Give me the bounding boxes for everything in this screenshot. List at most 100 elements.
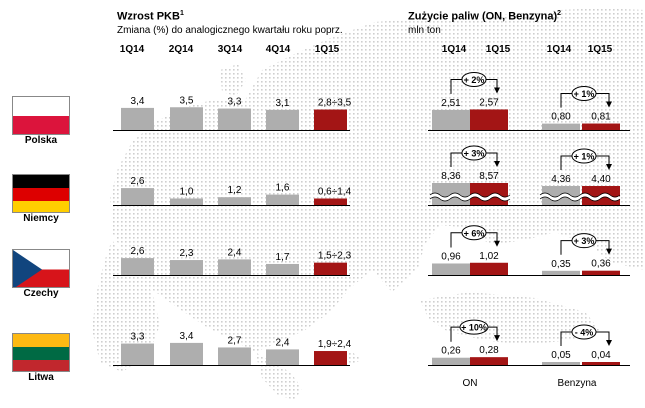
change-arrow-lithuania-benzyna [606,340,612,346]
fuel-label-lithuania-on-1q15: 0,28 [479,345,499,356]
change-arrow-czechia-on [494,240,500,247]
fuel-label-czechia-benzyna-1q15: 0,36 [591,259,611,270]
fuel-bar-czechia-on-1q14 [432,263,470,275]
change-bubble-lithuania-on [459,319,489,335]
country-label-germany: Niemcy [23,213,59,224]
gdp-title: Wzrost PKB1 [117,10,184,23]
fuel-bar-germany-on-1q15 [470,183,508,205]
change-bubble-germany-benzyna [571,148,597,164]
fuel-label-czechia-on-1q15: 1,02 [479,251,499,262]
axis-break-on [429,193,511,201]
change-text-germany-benzyna: + 1% [574,152,595,162]
gdp-label-poland-3q14: 3,3 [228,97,242,108]
change-bubble-poland-benzyna [571,86,597,102]
fuel-header-benzyna-1q15: 1Q15 [587,44,613,55]
flag-germany [12,174,70,213]
change-arrow-germany-on [494,161,500,167]
fuel-header-on-1q14: 1Q14 [441,44,467,55]
change-bubble-czechia-benzyna [571,233,597,249]
gdp-label-lithuania-1q14: 3,3 [131,332,145,343]
gdp-bar-germany-2q14 [170,198,203,205]
gdp-bar-poland-1q15 [314,109,347,130]
fuel-label-czechia-benzyna-1q14: 0,35 [551,259,571,270]
fuel-label-poland-on-1q15: 2,57 [479,97,499,108]
gdp-bar-germany-4q14 [266,194,299,205]
gdp-bar-lithuania-3q14 [218,347,251,365]
fuel-label-germany-on-1q15: 8,57 [479,171,499,182]
country-label-czechia: Czechy [23,288,59,299]
fuel-group-label-benzyna: Benzyna [557,378,597,389]
axis-break-line-benzyna [539,192,621,198]
gdp-label-poland-1q14: 3,4 [131,96,145,107]
fuel-label-poland-on-1q14: 2,51 [441,98,461,109]
gdp-label-germany-2q14: 1,0 [180,187,194,198]
gdp-bar-lithuania-1q14 [121,343,154,365]
gdp-label-czechia-4q14: 1,7 [276,252,290,263]
fuel-subtitle: mln ton [408,25,441,36]
gdp-bar-czechia-1q14 [121,258,154,275]
change-text-czechia-on: + 6% [464,228,485,238]
fuel-label-germany-on-1q14: 8,36 [441,171,461,182]
change-bubble-lithuania-benzyna [571,324,597,340]
change-arrow-poland-benzyna [606,101,612,108]
change-bubble-poland-on [461,71,487,87]
fuel-header-on-1q15: 1Q15 [485,44,511,55]
gdp-bar-poland-1q14 [121,107,154,130]
country-label-poland: Polska [24,135,58,146]
fuel-bar-poland-benzyna-1q15 [582,123,620,130]
axis-break-line2-on [429,196,511,202]
gdp-label-lithuania-2q14: 3,4 [180,331,194,342]
gdp-label-poland-4q14: 3,1 [276,98,290,109]
gdp-label-germany-1q14: 2,6 [131,176,145,187]
gdp-bar-germany-1q15 [314,198,347,205]
gdp-bar-czechia-4q14 [266,263,299,275]
fuel-bar-czechia-on-1q15 [470,262,508,275]
gdp-label-poland-1q15: 2,8÷3,5 [318,98,352,109]
change-text-poland-on: + 2% [464,75,485,85]
fuel-label-lithuania-on-1q14: 0,26 [441,346,461,357]
gdp-bar-poland-4q14 [266,109,299,130]
change-arrow-czechia-benzyna [606,248,612,255]
fuel-bar-czechia-benzyna-1q14 [542,270,580,275]
gdp-bar-poland-3q14 [218,108,251,130]
fuel-bar-lithuania-benzyna-1q14 [542,362,580,365]
fuel-header-benzyna-1q14: 1Q14 [546,44,572,55]
gdp-header-2q14: 2Q14 [168,44,194,55]
gdp-label-germany-3q14: 1,2 [228,185,242,196]
flag-czechia [12,249,70,288]
gdp-subtitle: Zmiana (%) do analogicznego kwartału rok… [117,25,343,36]
fuel-bar-poland-on-1q15 [470,109,508,130]
gdp-label-czechia-2q14: 2,3 [180,248,194,259]
axis-break-line-on [429,192,511,198]
gdp-label-lithuania-3q14: 2,7 [228,335,242,346]
gdp-header-1q14: 1Q14 [119,44,145,55]
gdp-label-lithuania-1q15: 1,9÷2,4 [318,339,352,350]
flag-lithuania [12,333,70,372]
change-text-czechia-benzyna: + 3% [574,236,595,246]
gdp-bar-lithuania-4q14 [266,349,299,365]
gdp-bar-germany-3q14 [218,197,251,205]
gdp-label-czechia-1q14: 2,6 [131,246,145,257]
country-label-lithuania: Litwa [28,372,54,383]
fuel-bar-poland-on-1q14 [432,109,470,130]
change-text-poland-benzyna: + 1% [574,89,595,99]
fuel-bar-poland-benzyna-1q14 [542,123,580,130]
fuel-bar-czechia-benzyna-1q15 [582,270,620,275]
gdp-bar-germany-1q14 [121,188,154,205]
fuel-label-germany-benzyna-1q15: 4,40 [591,174,611,185]
gdp-bar-lithuania-2q14 [170,342,203,365]
gdp-label-czechia-3q14: 2,4 [228,247,242,258]
gdp-bar-poland-2q14 [170,107,203,130]
fuel-bars-group: 2,51 2,57 + 2% 0,80 0,81 + 1% 8,36 8,57 + 3% 4,36… [428,71,630,366]
gdp-bar-czechia-2q14 [170,260,203,275]
fuel-bar-lithuania-on-1q14 [432,357,470,365]
gdp-header-1q15: 1Q15 [314,44,340,55]
fuel-title: Zużycie paliw (ON, Benzyna)2 [408,10,562,23]
axis-break-line2-benzyna [539,196,621,202]
gdp-header-3q14: 3Q14 [217,44,243,55]
gdp-bar-lithuania-1q15 [314,351,347,365]
fuel-bar-lithuania-benzyna-1q15 [582,362,620,365]
gdp-label-lithuania-4q14: 2,4 [276,337,290,348]
